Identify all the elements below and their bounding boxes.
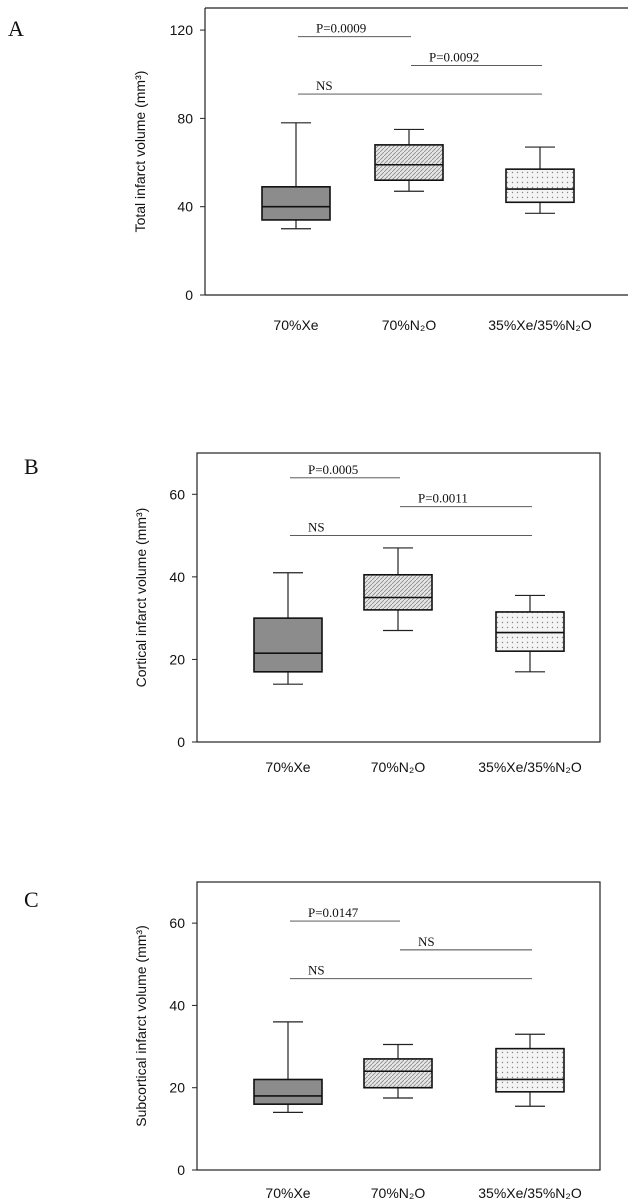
y-tick-label: 0	[177, 1162, 185, 1178]
box-2	[363, 1043, 433, 1099]
x-category-label: 70%Xe	[265, 759, 310, 775]
box-body	[495, 1047, 565, 1093]
y-axis-label: Subcortical infarct volume (mm³)	[133, 925, 149, 1127]
box-3	[505, 146, 575, 214]
chart-panel-c: C 0 20 40 60 Subcortical infarct volume (mm³)…	[24, 881, 601, 1201]
panel-letter: A	[8, 16, 24, 41]
significance-label: NS	[418, 934, 435, 949]
y-tick-label: 40	[177, 199, 193, 215]
chart-panels: A 0 40 80 120 Total infarct volume (mm³) 70%Xe…	[8, 7, 628, 1201]
significance-annotation: NS	[290, 963, 532, 980]
box-body	[374, 144, 444, 182]
box-1	[253, 572, 323, 685]
box-3	[495, 1033, 565, 1107]
box-body	[363, 1058, 433, 1089]
y-tick-label: 60	[169, 486, 185, 502]
significance-label: P=0.0147	[308, 905, 359, 920]
y-tick-label: 120	[170, 22, 194, 38]
significance-annotation: P=0.0092	[411, 49, 542, 66]
x-category-label: 70%N₂O	[371, 759, 426, 775]
x-category-label: 70%Xe	[265, 1185, 310, 1201]
panel-letter: B	[24, 454, 39, 479]
box-body	[495, 611, 565, 652]
plot-frame	[196, 452, 601, 743]
y-tick-label: 20	[169, 1080, 185, 1096]
y-tick-label: 80	[177, 110, 193, 126]
significance-label: P=0.0005	[308, 462, 358, 477]
y-tick-label: 0	[177, 734, 185, 750]
x-category-label: 35%Xe/35%N₂O	[478, 759, 582, 775]
x-category-label: 70%N₂O	[382, 317, 437, 333]
significance-annotation: P=0.0009	[298, 21, 411, 38]
box-body	[253, 1078, 323, 1105]
significance-label: P=0.0009	[316, 21, 366, 36]
y-tick-label: 40	[169, 569, 185, 585]
y-tick-label: 20	[169, 651, 185, 667]
y-tick-label: 0	[185, 287, 193, 303]
box-3	[495, 594, 565, 673]
x-category-label: 35%Xe/35%N₂O	[488, 317, 592, 333]
panel-letter: C	[24, 887, 39, 912]
chart-panel-a: A 0 40 80 120 Total infarct volume (mm³) 70%Xe…	[8, 7, 628, 333]
box-1	[253, 1021, 323, 1114]
box-body	[505, 168, 575, 204]
box-2	[363, 547, 433, 632]
chart-panel-b: B 0 20 40 60 Cortical infarct volume (mm³) 70%…	[24, 452, 601, 775]
y-tick-label: 40	[169, 997, 185, 1013]
significance-annotation: NS	[290, 520, 532, 537]
y-tick-label: 60	[169, 915, 185, 931]
y-axis-label: Total infarct volume (mm³)	[132, 71, 148, 233]
significance-label: NS	[308, 520, 325, 535]
box-body	[253, 617, 323, 673]
box-1	[261, 122, 331, 230]
significance-annotation: P=0.0147	[290, 905, 400, 922]
significance-annotation: P=0.0005	[290, 462, 400, 479]
x-category-label: 35%Xe/35%N₂O	[478, 1185, 582, 1201]
significance-annotation: NS	[400, 934, 532, 951]
box-2	[374, 128, 444, 192]
x-category-label: 70%Xe	[273, 317, 318, 333]
plot-frame	[196, 881, 601, 1171]
significance-label: NS	[308, 963, 325, 978]
significance-label: P=0.0092	[429, 49, 479, 64]
y-axis-label: Cortical infarct volume (mm³)	[133, 508, 149, 688]
x-category-label: 70%N₂O	[371, 1185, 426, 1201]
box-body	[261, 186, 331, 221]
box-body	[363, 573, 433, 611]
significance-label: NS	[316, 78, 333, 93]
significance-label: P=0.0011	[418, 491, 468, 506]
significance-annotation: NS	[298, 78, 542, 95]
significance-annotation: P=0.0011	[400, 491, 532, 508]
